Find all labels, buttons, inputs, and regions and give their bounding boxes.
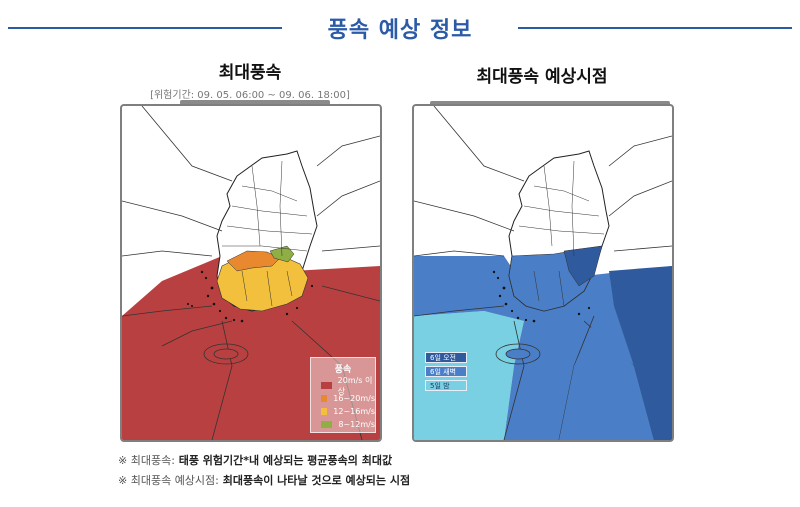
sea-zone-south bbox=[122, 256, 380, 440]
jeju-island-ring bbox=[203, 343, 249, 365]
east-sea-dark-zone bbox=[614, 266, 672, 440]
legend-item: 20m/s 이상 bbox=[311, 376, 375, 396]
legend-swatch bbox=[321, 421, 333, 428]
legend-label: 20m/s 이상 bbox=[337, 375, 373, 396]
zone-5-night bbox=[414, 311, 524, 440]
sea-zone-lines bbox=[122, 106, 380, 440]
jeju-island-ring bbox=[495, 343, 541, 365]
legend-label: 12~16m/s bbox=[333, 407, 375, 416]
legend-item-6-morning: 6일 오전 bbox=[425, 352, 467, 363]
legend-label: 8~12m/s bbox=[338, 420, 375, 429]
jeju-island bbox=[213, 348, 239, 360]
legend-item: 16~20m/s bbox=[311, 392, 375, 405]
legend-item: 12~16m/s bbox=[311, 405, 375, 418]
legend-swatch bbox=[321, 408, 328, 415]
header-divider-left bbox=[8, 27, 282, 29]
max-wind-title: 최대풍속 bbox=[218, 63, 282, 83]
legend-title: 풍속 bbox=[334, 365, 352, 375]
note-text: 최대풍속이 나타날 것으로 예상되는 시점 bbox=[218, 474, 411, 487]
max-wind-map-svg bbox=[122, 106, 380, 440]
legend-swatch bbox=[321, 395, 328, 402]
page-title: 풍속 예상 정보 bbox=[327, 18, 473, 43]
wind-speed-legend: 풍속 20m/s 이상 16~20m/s 12~16m/s 8~12m/s bbox=[310, 357, 376, 433]
time-legend: 6일 오전 6일 새벽 5일 밤 bbox=[425, 352, 469, 392]
bottom-right-zone bbox=[559, 321, 654, 440]
legend-item: 8~12m/s bbox=[311, 418, 375, 431]
max-wind-time-map-svg bbox=[414, 106, 672, 440]
risk-period: [위험기간: 09. 05. 06:00 ~ 09. 06. 18:00] bbox=[150, 90, 350, 101]
note-max-wind: ※ 최대풍속: 태풍 위험기간*내 예상되는 평균풍속의 최대값 bbox=[118, 452, 392, 468]
district-borders bbox=[518, 160, 605, 307]
legend-item-6-dawn: 6일 새벽 bbox=[425, 366, 467, 377]
note-prefix: ※ 최대풍속: bbox=[118, 454, 175, 467]
islands bbox=[492, 270, 591, 323]
right-map-top-bar bbox=[430, 101, 670, 106]
note-max-wind-time: ※ 최대풍속 예상시점: 최대풍속이 나타날 것으로 예상되는 시점 bbox=[118, 472, 410, 488]
district-borders bbox=[222, 160, 313, 307]
legend-item-5-night: 5일 밤 bbox=[425, 380, 467, 391]
left-map-top-bar bbox=[180, 100, 330, 105]
note-text: 태풍 위험기간*내 예상되는 평균풍속의 최대값 bbox=[174, 454, 393, 467]
max-wind-map bbox=[120, 104, 382, 442]
jeju-island bbox=[505, 348, 531, 360]
wind-orange-area bbox=[226, 250, 281, 272]
max-wind-time-title: 최대풍속 예상시점 bbox=[476, 67, 608, 87]
note-prefix: ※ 최대풍속 예상시점: bbox=[118, 474, 219, 487]
legend-label: 16~20m/s bbox=[333, 394, 375, 403]
land-dark-area bbox=[563, 245, 603, 287]
legend-swatch bbox=[321, 382, 332, 389]
islands bbox=[187, 270, 314, 323]
header-divider-right bbox=[518, 27, 792, 29]
